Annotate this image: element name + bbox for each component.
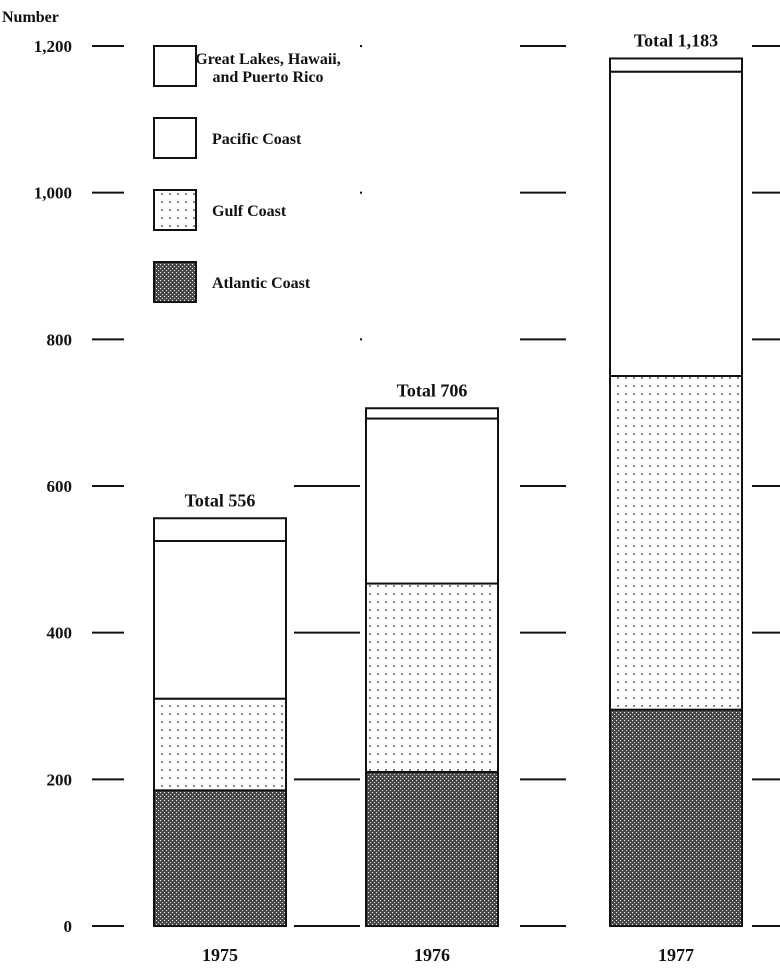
bar-segment xyxy=(609,375,743,711)
bar-total-label: Total 556 xyxy=(185,490,256,510)
legend-swatch xyxy=(153,45,197,87)
y-tick-label: 0 xyxy=(64,917,73,936)
y-tick-label: 1,000 xyxy=(34,184,72,203)
y-axis-title: Number xyxy=(2,9,59,26)
legend-label: Gulf Coast xyxy=(212,203,287,220)
y-tick-label: 800 xyxy=(47,330,73,349)
bar-segment xyxy=(365,407,499,420)
legend-label: Great Lakes, Hawaii, xyxy=(195,51,340,68)
bar-segment xyxy=(609,70,743,378)
bar-segment xyxy=(365,417,499,585)
y-axis: Number 0 200 400 600 800 1,000 1,200 xyxy=(2,9,72,936)
gridlines xyxy=(92,45,780,927)
y-tick-label: 400 xyxy=(47,624,73,643)
bar-segment xyxy=(153,540,287,700)
bar-segment xyxy=(609,708,743,928)
bar-segment xyxy=(153,789,287,927)
x-tick-label: 1977 xyxy=(658,945,694,965)
legend-label: Pacific Coast xyxy=(212,131,302,148)
bar-total-label: Total 706 xyxy=(397,380,468,400)
bar-segment xyxy=(365,771,499,927)
bar-segment xyxy=(609,57,743,73)
legend-label: Atlantic Coast xyxy=(212,275,311,292)
bar-segment xyxy=(153,517,287,542)
bars: Total 556 1975 Total 706 1976 Total 1,183 197… xyxy=(153,30,743,965)
y-tick-label: 600 xyxy=(47,477,73,496)
bar-total-label: Total 1,183 xyxy=(634,30,718,50)
legend-label: and Puerto Rico xyxy=(212,69,323,86)
y-tick-label: 1,200 xyxy=(34,37,72,56)
legend-swatch xyxy=(153,189,197,231)
legend-swatch xyxy=(153,261,197,303)
y-tick-label: 200 xyxy=(47,770,73,789)
bar-segment xyxy=(153,697,287,792)
x-tick-label: 1975 xyxy=(202,945,238,965)
legend: Great Lakes, Hawaii,and Puerto Rico Pacif… xyxy=(153,45,341,303)
bar-segment xyxy=(365,582,499,773)
legend-swatch xyxy=(153,117,197,159)
x-tick-label: 1976 xyxy=(414,945,450,965)
